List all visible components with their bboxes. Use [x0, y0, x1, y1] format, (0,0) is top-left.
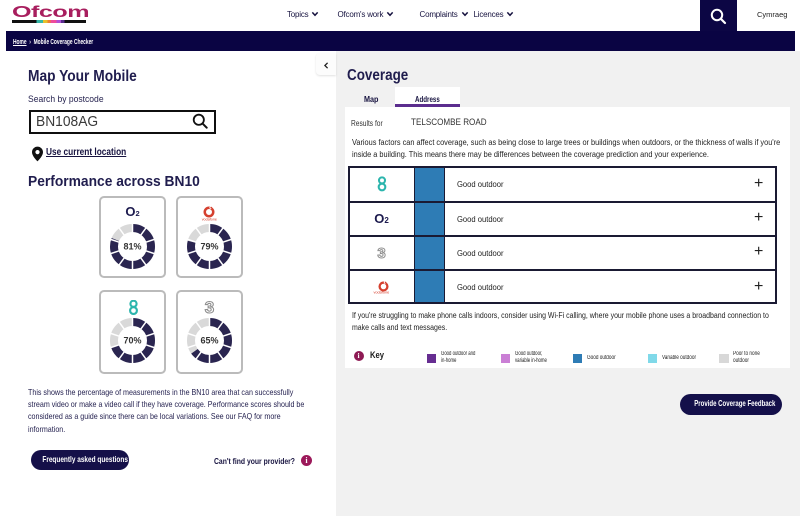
svg-text:79%: 79% [200, 242, 218, 252]
svg-text:81%: 81% [123, 242, 141, 252]
svg-text:65%: 65% [200, 336, 218, 346]
svg-text:70%: 70% [123, 336, 141, 346]
